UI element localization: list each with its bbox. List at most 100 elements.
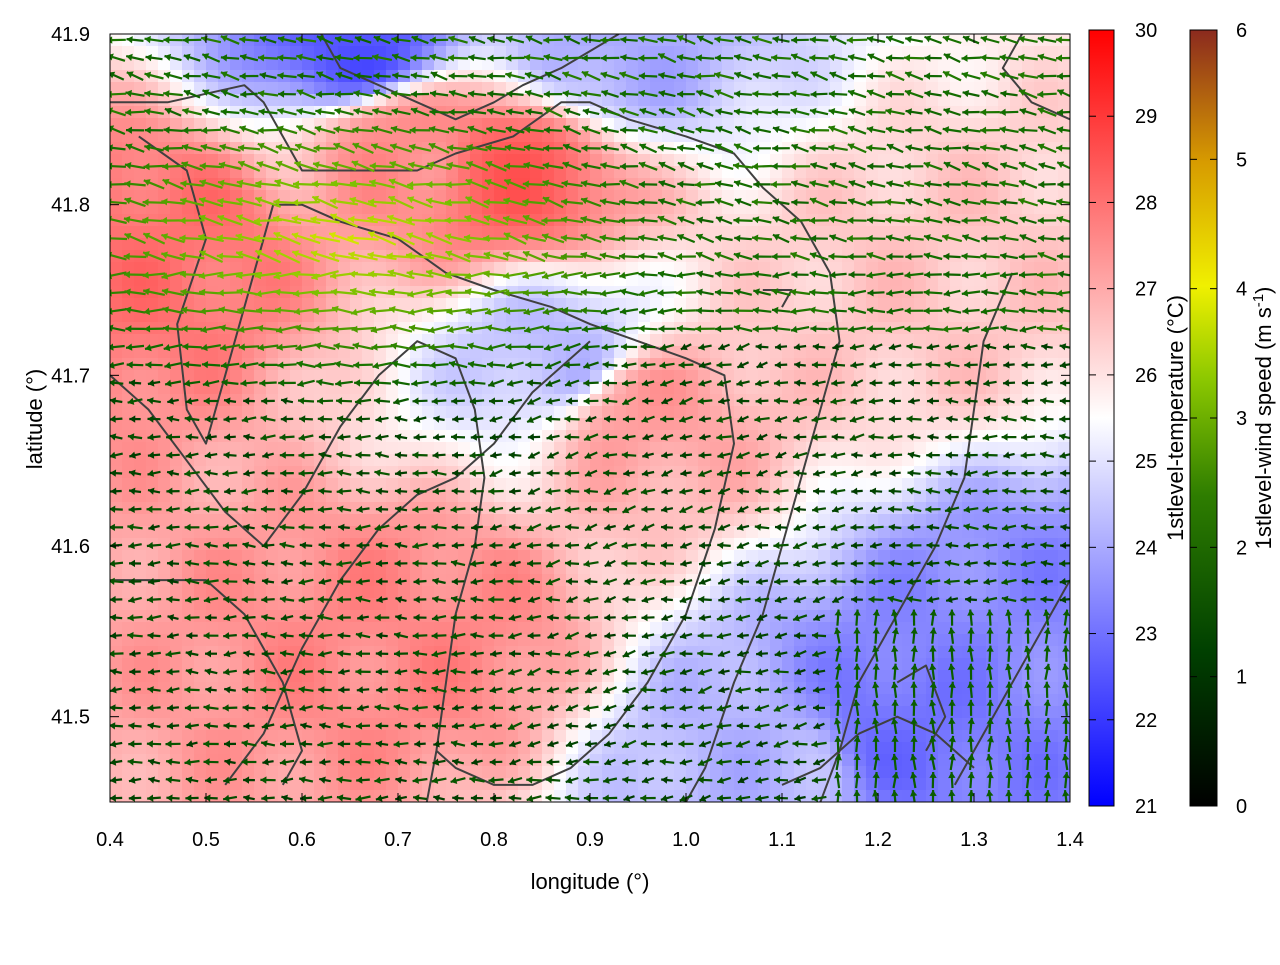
heatmap-cell xyxy=(458,514,471,527)
heatmap-cell xyxy=(506,202,519,215)
heatmap-cell xyxy=(398,766,411,779)
heatmap-cell xyxy=(722,82,735,95)
heatmap-cell xyxy=(170,262,183,275)
heatmap-cell xyxy=(638,58,651,71)
heatmap-cell xyxy=(566,550,579,563)
heatmap-cell xyxy=(122,118,135,131)
heatmap-cell xyxy=(194,622,207,635)
heatmap-cell xyxy=(494,82,507,95)
heatmap-cell xyxy=(698,94,711,107)
heatmap-cell xyxy=(746,106,759,119)
heatmap-cell xyxy=(506,442,519,455)
heatmap-cell xyxy=(662,154,675,167)
heatmap-cell xyxy=(1022,370,1035,383)
heatmap-cell xyxy=(266,82,279,95)
heatmap-cell xyxy=(638,646,651,659)
heatmap-cell xyxy=(782,94,795,107)
heatmap-cell xyxy=(650,238,663,251)
heatmap-cell xyxy=(146,130,159,143)
heatmap-cell xyxy=(758,94,771,107)
heatmap-cell xyxy=(230,550,243,563)
heatmap-cell xyxy=(938,334,951,347)
heatmap-cell xyxy=(110,190,123,203)
heatmap-cell xyxy=(842,550,855,563)
heatmap-cell xyxy=(1034,670,1047,683)
heatmap-cell xyxy=(650,226,663,239)
heatmap-cell xyxy=(554,166,567,179)
heatmap-cell xyxy=(818,550,831,563)
heatmap-cell xyxy=(122,694,135,707)
heatmap-cell xyxy=(866,262,879,275)
heatmap-cell xyxy=(686,58,699,71)
heatmap-cell xyxy=(710,766,723,779)
heatmap-cell xyxy=(638,94,651,107)
heatmap-cell xyxy=(818,58,831,71)
heatmap-cell xyxy=(158,370,171,383)
heatmap-cell xyxy=(878,646,891,659)
heatmap-cell xyxy=(794,334,807,347)
heatmap-cell xyxy=(290,694,303,707)
heatmap-cell xyxy=(134,622,147,635)
heatmap-cell xyxy=(446,298,459,311)
heatmap-cell xyxy=(818,442,831,455)
heatmap-cell xyxy=(182,478,195,491)
heatmap-cell xyxy=(914,70,927,83)
heatmap-cell xyxy=(842,442,855,455)
heatmap-cell xyxy=(458,730,471,743)
heatmap-cell xyxy=(494,694,507,707)
heatmap-cell xyxy=(974,118,987,131)
heatmap-cell xyxy=(302,118,315,131)
heatmap-cell xyxy=(866,166,879,179)
heatmap-cell xyxy=(1046,118,1059,131)
heatmap-cell xyxy=(242,406,255,419)
heatmap-cell xyxy=(194,610,207,623)
heatmap-cell xyxy=(626,202,639,215)
heatmap-cell xyxy=(1022,478,1035,491)
heatmap-cell xyxy=(566,718,579,731)
heatmap-cell xyxy=(890,370,903,383)
heatmap-cell xyxy=(590,586,603,599)
heatmap-cell xyxy=(254,694,267,707)
heatmap-cell xyxy=(686,166,699,179)
heatmap-cell xyxy=(650,682,663,695)
heatmap-cell xyxy=(1058,238,1070,251)
heatmap-cell xyxy=(518,586,531,599)
heatmap-cell xyxy=(362,718,375,731)
heatmap-cell xyxy=(878,586,891,599)
heatmap-cell xyxy=(206,766,219,779)
heatmap-cell xyxy=(974,694,987,707)
heatmap-cell xyxy=(554,610,567,623)
heatmap-cell xyxy=(134,550,147,563)
heatmap-cell xyxy=(386,658,399,671)
heatmap-cell xyxy=(578,202,591,215)
heatmap-cell xyxy=(662,238,675,251)
heatmap-cell xyxy=(686,34,699,47)
heatmap-cell xyxy=(710,130,723,143)
heatmap-cell xyxy=(962,670,975,683)
heatmap-cell xyxy=(746,514,759,527)
heatmap-cell xyxy=(554,454,567,467)
heatmap-cell xyxy=(254,550,267,563)
heatmap-cell xyxy=(974,766,987,779)
heatmap-cell xyxy=(914,154,927,167)
heatmap-cell xyxy=(362,262,375,275)
heatmap-cell xyxy=(434,118,447,131)
heatmap-cell xyxy=(962,706,975,719)
heatmap-cell xyxy=(1034,262,1047,275)
heatmap-cell xyxy=(614,226,627,239)
heatmap-cell xyxy=(974,94,987,107)
heatmap-cell xyxy=(182,514,195,527)
heatmap-cell xyxy=(890,154,903,167)
heatmap-cell xyxy=(878,682,891,695)
heatmap-cell xyxy=(314,130,327,143)
heatmap-cell xyxy=(158,694,171,707)
heatmap-cell xyxy=(110,262,123,275)
heatmap-cell xyxy=(842,670,855,683)
heatmap-cell xyxy=(770,190,783,203)
heatmap-cell xyxy=(830,514,843,527)
heatmap-cell xyxy=(518,142,531,155)
heatmap-cell xyxy=(650,94,663,107)
heatmap-cell xyxy=(974,586,987,599)
heatmap-cell xyxy=(938,586,951,599)
heatmap-cell xyxy=(746,238,759,251)
